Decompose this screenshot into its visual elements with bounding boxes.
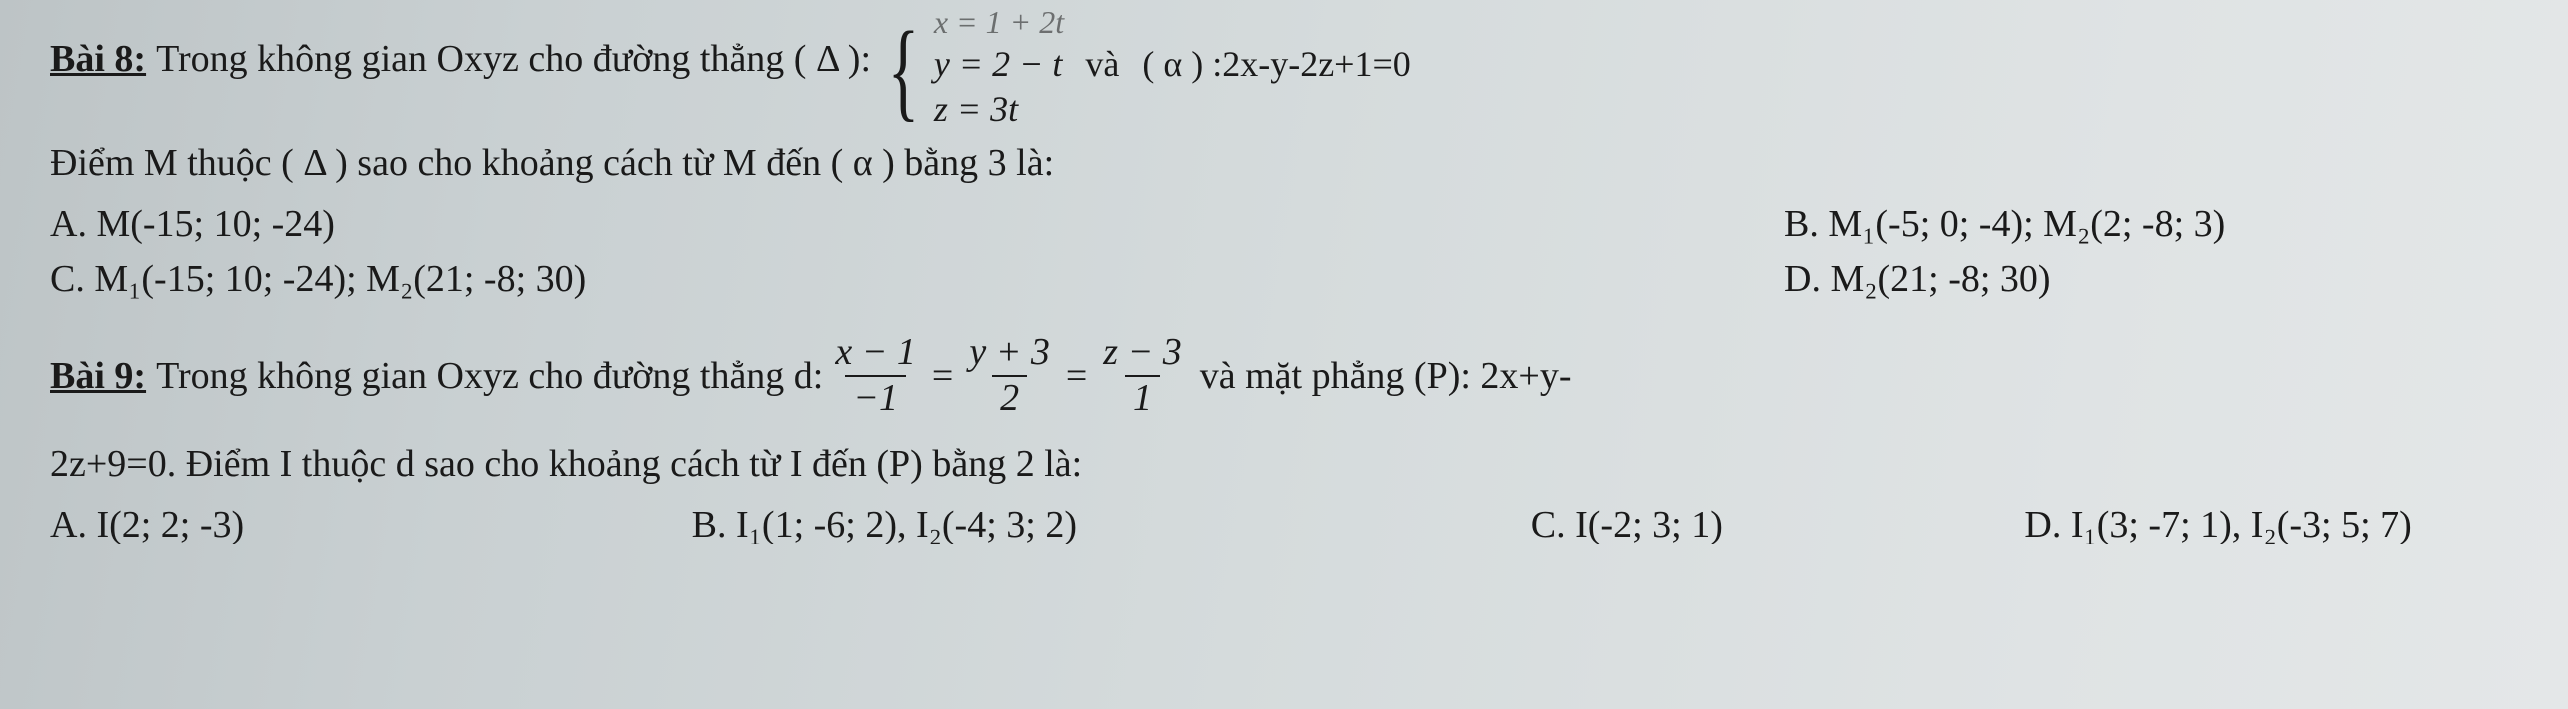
ex9-choices-cut: A. I(2; 2; -3) B. I₁(1; -6; 2), I₂(-4; 3… xyxy=(50,498,2518,544)
and-word: và xyxy=(1085,44,1119,84)
ex9-choice-c: C. I(-2; 3; 1) xyxy=(1531,498,2025,544)
brace-left: { xyxy=(888,21,920,120)
ex9-after: và mặt phẳng (P): 2x+y- xyxy=(1200,349,1572,404)
plane-eq: ( α ) :2x-y-2z+1=0 xyxy=(1142,44,1410,84)
brace-lines: x = 1 + 2t y = 2 − t và ( α ) :2x-y-2z+1… xyxy=(934,8,1411,132)
ex8-choice-b: B. M₁(-5; 0; -4); M₂(2; -8; 3) xyxy=(1284,197,2518,252)
ex9-label: Bài 9: xyxy=(50,349,146,404)
frac1-den: −1 xyxy=(845,375,906,419)
frac1-num: x − 1 xyxy=(827,333,924,375)
sys-line0: x = 1 + 2t xyxy=(934,2,1411,42)
ex8-label: Bài 8: xyxy=(50,32,146,87)
frac2-num: y + 3 xyxy=(961,333,1058,375)
ex8-question: Điểm M thuộc ( Δ ) sao cho khoảng cách t… xyxy=(50,136,2518,191)
frac2-den: 2 xyxy=(992,375,1027,419)
sys-line1: y = 2 − t và ( α ) :2x-y-2z+1=0 xyxy=(934,42,1411,87)
ex8-choice-a: A. M(-15; 10; -24) xyxy=(50,197,1284,252)
frac2: y + 3 2 xyxy=(961,333,1058,419)
ex9-choice-b: B. I₁(1; -6; 2), I₂(-4; 3; 2) xyxy=(692,498,1531,544)
ex9-line2: 2z+9=0. Điểm I thuộc d sao cho khoảng cá… xyxy=(50,437,2518,492)
ex9-choice-d: D. I₁(3; -7; 1), I₂(-3; 5; 7) xyxy=(2024,498,2518,544)
ex8-intro: Trong không gian Oxyz cho đường thẳng ( … xyxy=(156,32,871,87)
ex8-choice-c: C. M₁(-15; 10; -24); M₂(21; -8; 30) xyxy=(50,252,1284,307)
ex9-line1: Bài 9: Trong không gian Oxyz cho đường t… xyxy=(50,333,2518,419)
ex8-line1: Bài 8: Trong không gian Oxyz cho đường t… xyxy=(50,0,2518,132)
eq1: = xyxy=(932,349,953,404)
frac3-den: 1 xyxy=(1125,375,1160,419)
sys-line2: z = 3t xyxy=(934,87,1411,132)
ex9-choice-a: A. I(2; 2; -3) xyxy=(50,498,692,544)
ex9-intro: Trong không gian Oxyz cho đường thẳng d: xyxy=(156,349,823,404)
ex8-system: { x = 1 + 2t y = 2 − t và ( α ) :2x-y-2z… xyxy=(877,8,1411,132)
eq2: = xyxy=(1066,349,1087,404)
frac1: x − 1 −1 xyxy=(827,333,924,419)
frac3: z − 3 1 xyxy=(1095,333,1189,419)
ex8-choices: A. M(-15; 10; -24) B. M₁(-5; 0; -4); M₂(… xyxy=(50,197,2518,307)
page-content: Bài 8: Trong không gian Oxyz cho đường t… xyxy=(0,0,2568,544)
frac3-num: z − 3 xyxy=(1095,333,1189,375)
ex8-choice-d: D. M₂(21; -8; 30) xyxy=(1284,252,2518,307)
sys-line1-eq: y = 2 − t xyxy=(934,44,1063,84)
